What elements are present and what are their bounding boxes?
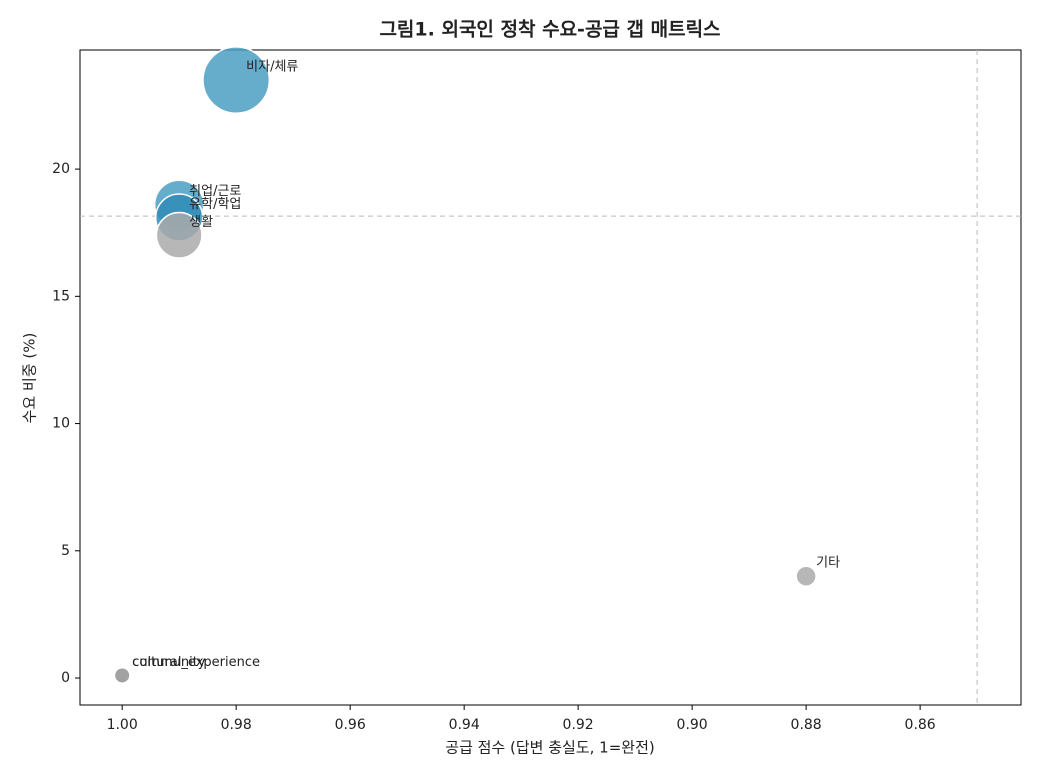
point-label: 생활 — [189, 215, 213, 230]
x-tick-label: 0.88 — [791, 717, 822, 733]
x-tick-label: 1.00 — [107, 717, 138, 733]
y-axis-label: 수요 비중 (%) — [21, 333, 39, 424]
x-tick-label: 0.86 — [905, 717, 936, 733]
x-tick-label: 0.98 — [221, 717, 252, 733]
bubble — [113, 666, 131, 684]
plot-frame — [79, 49, 1022, 706]
y-tick-label: 20 — [52, 161, 70, 177]
x-axis-label: 공급 점수 (답변 충실도, 1=완전) — [445, 739, 654, 757]
x-tick-label: 0.94 — [449, 717, 480, 733]
point-label: cultural_experience — [132, 655, 260, 670]
y-tick-label: 10 — [52, 416, 70, 432]
point-label: 비자/체류 — [246, 60, 298, 75]
y-tick-label: 5 — [61, 543, 70, 559]
point-label: community — [132, 655, 206, 670]
point-label: 취업/근로 — [189, 184, 241, 199]
x-tick-label: 0.92 — [563, 717, 594, 733]
bubble — [155, 211, 203, 259]
point-label: 유학/학업 — [189, 197, 241, 212]
y-tick-label: 15 — [52, 288, 70, 304]
x-tick-label: 0.96 — [335, 717, 366, 733]
x-tick-label: 0.90 — [677, 717, 708, 733]
chart-title: 그림1. 외국인 정착 수요-공급 갭 매트릭스 — [379, 19, 720, 41]
bubble — [795, 565, 817, 587]
y-tick-label: 0 — [61, 670, 70, 686]
bubble — [202, 46, 271, 114]
point-label: 기타 — [816, 556, 840, 571]
